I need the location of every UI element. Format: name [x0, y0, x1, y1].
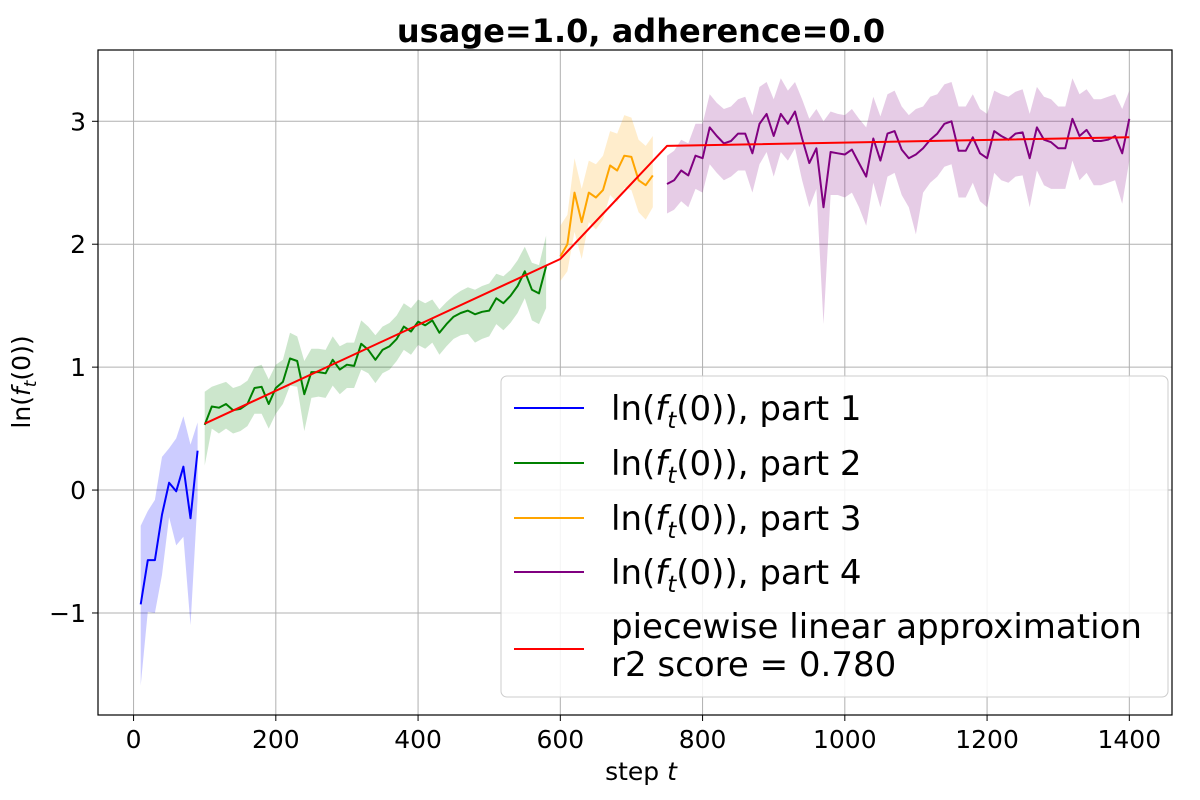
- series-2-line: [203, 266, 548, 426]
- y-tick-label: 2: [70, 230, 86, 259]
- y-tick-label: −1: [49, 599, 86, 628]
- plot-frame: [97, 49, 1173, 716]
- chart-title: usage=1.0, adherence=0.0: [397, 12, 885, 50]
- series-lines: [139, 110, 1131, 605]
- legend-label: ln(ft(0)), part 3: [611, 499, 862, 544]
- series-5-line: [204, 136, 1130, 425]
- legend-label-r2: r2 score = 0.780: [611, 645, 896, 685]
- x-tick-label: 400: [394, 725, 442, 754]
- legend-label: ln(ft(0)), part 2: [611, 444, 862, 489]
- y-tick-label: 1: [70, 353, 86, 382]
- legend-label: ln(ft(0)), part 1: [611, 389, 862, 434]
- x-tick-label: 1200: [955, 725, 1019, 754]
- legend-label: ln(ft(0)), part 4: [611, 553, 862, 598]
- y-tick-label: 3: [70, 107, 86, 136]
- series-1-line: [139, 450, 199, 605]
- x-axis-label: step t: [605, 757, 678, 786]
- axis-ticks: 0 200 400 600 800 1000 1200 1400 −1 0 1 2 3: [49, 107, 1161, 754]
- legend-label: piecewise linear approximation: [611, 607, 1142, 647]
- x-tick-label: 1400: [1098, 725, 1162, 754]
- y-tick-label: 0: [70, 476, 86, 505]
- legend: ln(ft(0)), part 1 ln(ft(0)), part 2 ln(ft(…: [500, 375, 1169, 698]
- legend-box: [500, 375, 1169, 698]
- x-tick-label: 800: [679, 725, 727, 754]
- x-tick-label: 200: [252, 725, 300, 754]
- series-1-band: [140, 416, 198, 686]
- series-4-band: [667, 78, 1130, 325]
- x-tick-label: 600: [536, 725, 584, 754]
- series-4-line: [666, 110, 1131, 209]
- y-axis-label: ln(ft(0)): [7, 335, 41, 428]
- x-tick-label: 1000: [813, 725, 877, 754]
- x-tick-label: 0: [126, 725, 142, 754]
- series-2-band: [204, 235, 547, 466]
